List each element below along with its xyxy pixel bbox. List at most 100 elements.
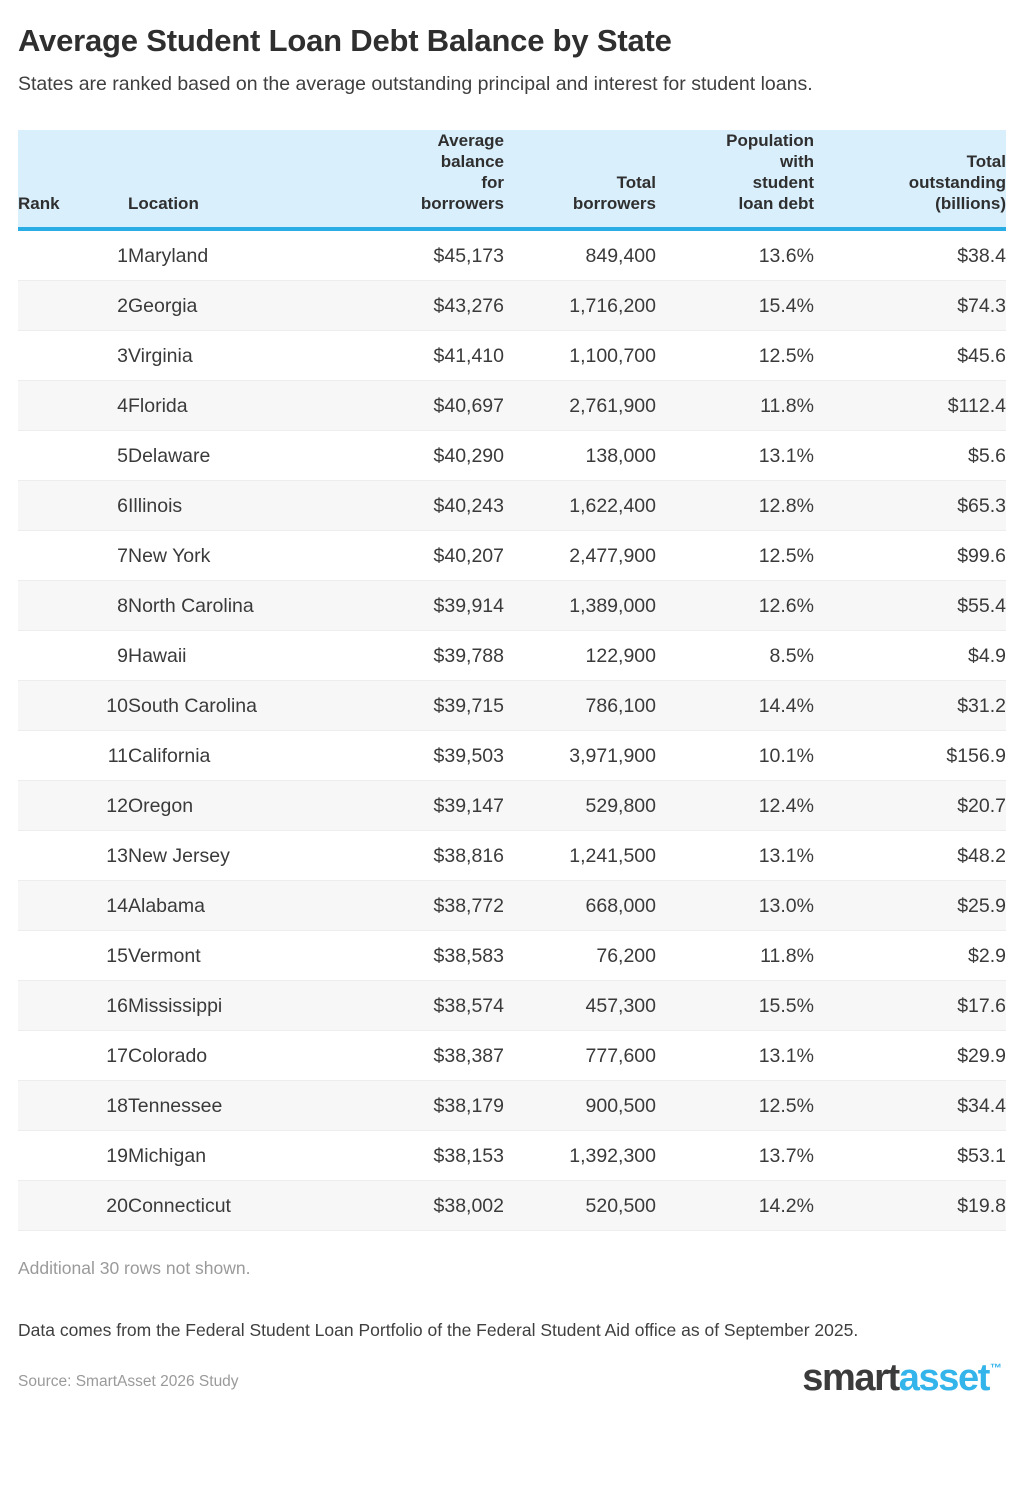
cell-total-borrowers: 1,241,500: [504, 830, 656, 881]
cell-rank: 16: [18, 980, 128, 1031]
logo-text-smart: smart: [802, 1357, 900, 1399]
table-row[interactable]: 17 Colorado $38,387 777,600 13.1% $29.9: [18, 1030, 1006, 1081]
cell-population-with-debt: 12.5%: [656, 530, 814, 581]
column-header-population-line-1: Population: [726, 131, 814, 150]
column-header-population-line-2: with: [780, 152, 814, 171]
cell-average-balance: $39,788: [340, 630, 504, 681]
cell-total-borrowers: 786,100: [504, 680, 656, 731]
cell-rank: 8: [18, 580, 128, 631]
table-row[interactable]: 5 Delaware $40,290 138,000 13.1% $5.6: [18, 430, 1006, 481]
column-header-population-with-debt[interactable]: Population with student loan debt: [656, 130, 814, 231]
cell-total-borrowers: 122,900: [504, 630, 656, 681]
cell-population-with-debt: 11.8%: [656, 930, 814, 981]
cell-rank: 3: [18, 330, 128, 381]
cell-rank: 9: [18, 630, 128, 681]
cell-average-balance: $39,715: [340, 680, 504, 731]
table-row[interactable]: 3 Virginia $41,410 1,100,700 12.5% $45.6: [18, 330, 1006, 381]
column-header-location[interactable]: Location: [128, 130, 340, 231]
cell-total-borrowers: 1,622,400: [504, 480, 656, 531]
table-row[interactable]: 11 California $39,503 3,971,900 10.1% $156.9: [18, 730, 1006, 781]
table-row[interactable]: 12 Oregon $39,147 529,800 12.4% $20.7: [18, 780, 1006, 831]
cell-population-with-debt: 13.1%: [656, 430, 814, 481]
cell-average-balance: $40,243: [340, 480, 504, 531]
cell-location: Alabama: [128, 880, 340, 931]
table-row[interactable]: 19 Michigan $38,153 1,392,300 13.7% $53.1: [18, 1130, 1006, 1181]
column-header-rank-line-1: Rank: [18, 194, 60, 213]
cell-rank: 20: [18, 1180, 128, 1231]
column-header-location-line-1: Location: [128, 194, 199, 213]
cell-location: Maryland: [128, 229, 340, 281]
cell-total-borrowers: 3,971,900: [504, 730, 656, 781]
column-header-total-outstanding[interactable]: Total outstanding (billions): [814, 130, 1006, 231]
cell-total-borrowers: 520,500: [504, 1180, 656, 1231]
source-attribution: Source: SmartAsset 2026 Study: [18, 1373, 239, 1390]
column-header-total-outstanding-line-2: outstanding: [908, 173, 1006, 192]
column-header-population-line-3: student: [752, 173, 814, 192]
cell-total-outstanding: $19.8: [814, 1180, 1006, 1231]
page-title: Average Student Loan Debt Balance by Sta…: [18, 23, 672, 58]
table-row[interactable]: 2 Georgia $43,276 1,716,200 15.4% $74.3: [18, 280, 1006, 331]
cell-population-with-debt: 14.4%: [656, 680, 814, 731]
cell-population-with-debt: 10.1%: [656, 730, 814, 781]
table-row[interactable]: 18 Tennessee $38,179 900,500 12.5% $34.4: [18, 1080, 1006, 1131]
cell-total-borrowers: 1,389,000: [504, 580, 656, 631]
cell-rank: 17: [18, 1030, 128, 1081]
table-row[interactable]: 9 Hawaii $39,788 122,900 8.5% $4.9: [18, 630, 1006, 681]
cell-population-with-debt: 13.0%: [656, 880, 814, 931]
cell-population-with-debt: 12.5%: [656, 330, 814, 381]
column-header-average-balance-line-3: for: [481, 173, 504, 192]
cell-average-balance: $38,002: [340, 1180, 504, 1231]
cell-average-balance: $45,173: [340, 229, 504, 281]
table-row[interactable]: 14 Alabama $38,772 668,000 13.0% $25.9: [18, 880, 1006, 931]
table-row[interactable]: 4 Florida $40,697 2,761,900 11.8% $112.4: [18, 380, 1006, 431]
cell-location: Florida: [128, 380, 340, 431]
page-subtitle: States are ranked based on the average o…: [18, 73, 813, 95]
cell-rank: 14: [18, 880, 128, 931]
cell-rank: 5: [18, 430, 128, 481]
table-row[interactable]: 8 North Carolina $39,914 1,389,000 12.6% $55.…: [18, 580, 1006, 631]
smartasset-logo[interactable]: smart asset ™: [802, 1358, 1006, 1398]
cell-total-borrowers: 1,392,300: [504, 1130, 656, 1181]
column-header-total-borrowers[interactable]: Total borrowers: [504, 130, 656, 231]
cell-location: Illinois: [128, 480, 340, 531]
cell-total-borrowers: 849,400: [504, 229, 656, 281]
table-row[interactable]: 6 Illinois $40,243 1,622,400 12.8% $65.3: [18, 480, 1006, 531]
cell-rank: 19: [18, 1130, 128, 1181]
cell-total-outstanding: $31.2: [814, 680, 1006, 731]
cell-location: New Jersey: [128, 830, 340, 881]
cell-rank: 2: [18, 280, 128, 331]
table-row[interactable]: 15 Vermont $38,583 76,200 11.8% $2.9: [18, 930, 1006, 981]
cell-rank: 11: [18, 730, 128, 781]
cell-total-borrowers: 1,100,700: [504, 330, 656, 381]
cell-population-with-debt: 13.1%: [656, 830, 814, 881]
cell-location: Michigan: [128, 1130, 340, 1181]
table-row[interactable]: 13 New Jersey $38,816 1,241,500 13.1% $48.2: [18, 830, 1006, 881]
cell-total-outstanding: $25.9: [814, 880, 1006, 931]
cell-total-outstanding: $112.4: [814, 380, 1006, 431]
table-container: Rank Location Average balance for borrow…: [18, 130, 1006, 1231]
cell-location: Oregon: [128, 780, 340, 831]
cell-total-outstanding: $65.3: [814, 480, 1006, 531]
cell-population-with-debt: 15.4%: [656, 280, 814, 331]
cell-total-borrowers: 777,600: [504, 1030, 656, 1081]
table-row[interactable]: 10 South Carolina $39,715 786,100 14.4% $31.2: [18, 680, 1006, 731]
cell-rank: 6: [18, 480, 128, 531]
table-row[interactable]: 20 Connecticut $38,002 520,500 14.2% $19.8: [18, 1180, 1006, 1231]
cell-average-balance: $40,697: [340, 380, 504, 431]
cell-average-balance: $41,410: [340, 330, 504, 381]
column-header-average-balance[interactable]: Average balance for borrowers: [340, 130, 504, 231]
cell-location: Connecticut: [128, 1180, 340, 1231]
cell-total-outstanding: $38.4: [814, 229, 1006, 281]
cell-location: Mississippi: [128, 980, 340, 1031]
cell-total-outstanding: $17.6: [814, 980, 1006, 1031]
table-row[interactable]: 7 New York $40,207 2,477,900 12.5% $99.6: [18, 530, 1006, 581]
cell-rank: 18: [18, 1080, 128, 1131]
cell-population-with-debt: 15.5%: [656, 980, 814, 1031]
table-row[interactable]: 16 Mississippi $38,574 457,300 15.5% $17.6: [18, 980, 1006, 1031]
column-header-rank[interactable]: Rank: [18, 130, 128, 231]
cell-location: South Carolina: [128, 680, 340, 731]
table-row[interactable]: 1 Maryland $45,173 849,400 13.6% $38.4: [18, 229, 1006, 281]
rows-not-shown-note: Additional 30 rows not shown.: [18, 1258, 251, 1278]
cell-total-outstanding: $99.6: [814, 530, 1006, 581]
